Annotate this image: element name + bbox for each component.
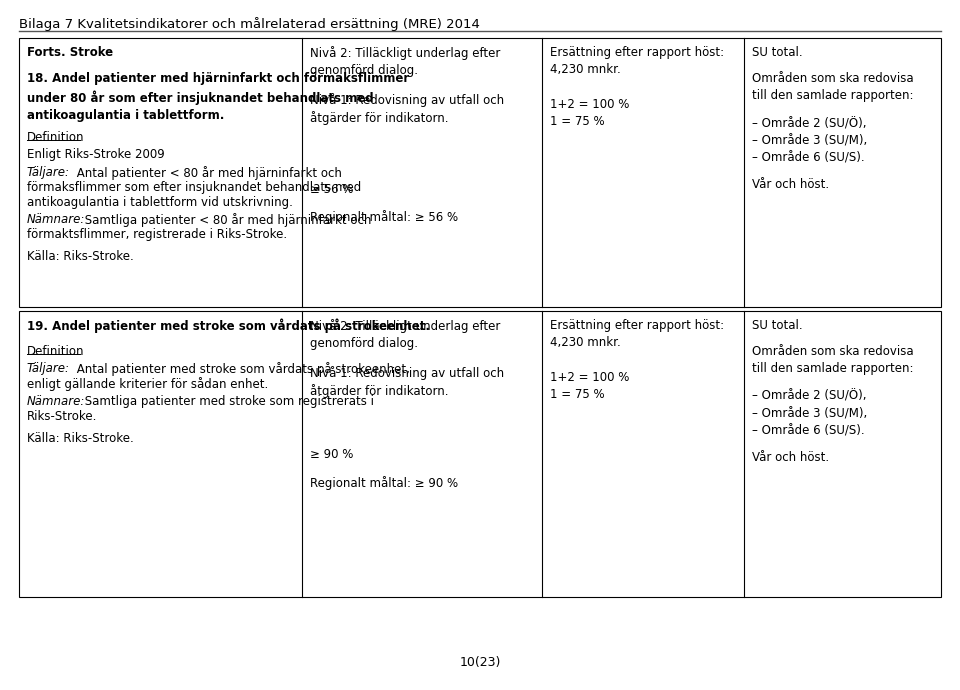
Text: Nivå 1: Redovisning av utfall och
åtgärder för indikatorn.: Nivå 1: Redovisning av utfall och åtgärd… <box>310 93 504 126</box>
Text: Enligt Riks-Stroke 2009: Enligt Riks-Stroke 2009 <box>27 148 164 161</box>
Text: förmaktsflimmer, registrerade i Riks-Stroke.: förmaktsflimmer, registrerade i Riks-Str… <box>27 228 287 242</box>
Text: Samtliga patienter < 80 år med hjärninfarkt och: Samtliga patienter < 80 år med hjärninfa… <box>81 213 371 227</box>
Text: Källa: Riks-Stroke.: Källa: Riks-Stroke. <box>27 432 133 445</box>
Text: ≥ 56 %: ≥ 56 % <box>310 183 353 196</box>
Text: Vår och höst.: Vår och höst. <box>752 178 828 191</box>
Text: ≥ 90 %: ≥ 90 % <box>310 448 353 462</box>
Text: Nivå 2: Tilläckligt underlag efter
genomförd dialog.: Nivå 2: Tilläckligt underlag efter genom… <box>310 46 500 77</box>
Text: Definition: Definition <box>27 131 84 144</box>
Text: Regionalt måltal: ≥ 90 %: Regionalt måltal: ≥ 90 % <box>310 476 458 490</box>
Text: SU total.: SU total. <box>752 46 803 59</box>
Text: – Område 3 (SU/M),: – Område 3 (SU/M), <box>752 135 867 148</box>
Text: Nivå 2: Tilläckligt underlag efter
genomförd dialog.: Nivå 2: Tilläckligt underlag efter genom… <box>310 319 500 350</box>
Text: – Område 3 (SU/M),: – Område 3 (SU/M), <box>752 407 867 420</box>
Bar <box>19 38 941 307</box>
Text: – Område 2 (SU/Ö),: – Område 2 (SU/Ö), <box>752 390 866 403</box>
Text: enligt gällande kriterier för sådan enhet.: enligt gällande kriterier för sådan enhe… <box>27 377 268 391</box>
Text: antikoagulantia i tablettform vid utskrivning.: antikoagulantia i tablettform vid utskri… <box>27 196 293 209</box>
Text: förmaksflimmer som efter insjuknandet behandlats med: förmaksflimmer som efter insjuknandet be… <box>27 181 361 194</box>
Text: 1+2 = 100 %
1 = 75 %: 1+2 = 100 % 1 = 75 % <box>550 98 630 128</box>
Text: – Område 6 (SU/S).: – Område 6 (SU/S). <box>752 424 864 437</box>
Text: Områden som ska redovisa
till den samlade rapporten:: Områden som ska redovisa till den samlad… <box>752 345 913 375</box>
Text: Täljare:: Täljare: <box>27 166 70 179</box>
Text: Forts. Stroke: Forts. Stroke <box>27 46 113 59</box>
Text: 10(23): 10(23) <box>459 656 500 669</box>
Text: Ersättning efter rapport höst:
4,230 mnkr.: Ersättning efter rapport höst: 4,230 mnk… <box>550 319 724 348</box>
Text: Bilaga 7 Kvalitetsindikatorer och målrelaterad ersättning (MRE) 2014: Bilaga 7 Kvalitetsindikatorer och målrel… <box>19 17 480 31</box>
Text: Samtliga patienter med stroke som registrerats i: Samtliga patienter med stroke som regist… <box>81 395 373 408</box>
Text: Källa: Riks-Stroke.: Källa: Riks-Stroke. <box>27 250 133 264</box>
Text: SU total.: SU total. <box>752 319 803 332</box>
Text: Nivå 1: Redovisning av utfall och
åtgärder för indikatorn.: Nivå 1: Redovisning av utfall och åtgärd… <box>310 366 504 398</box>
Text: Ersättning efter rapport höst:
4,230 mnkr.: Ersättning efter rapport höst: 4,230 mnk… <box>550 46 724 76</box>
Text: Definition: Definition <box>27 345 84 358</box>
Text: Regionalt måltal: ≥ 56 %: Regionalt måltal: ≥ 56 % <box>310 210 458 224</box>
Text: Områden som ska redovisa
till den samlade rapporten:: Områden som ska redovisa till den samlad… <box>752 72 913 102</box>
Bar <box>19 310 941 597</box>
Text: Antal patienter med stroke som vårdats på strokeenhet,: Antal patienter med stroke som vårdats p… <box>73 362 410 376</box>
Text: 18. Andel patienter med hjärninfarkt och förmaksflimmer
under 80 år som efter in: 18. Andel patienter med hjärninfarkt och… <box>27 72 409 121</box>
Text: Antal patienter < 80 år med hjärninfarkt och: Antal patienter < 80 år med hjärninfarkt… <box>73 166 342 179</box>
Text: 1+2 = 100 %
1 = 75 %: 1+2 = 100 % 1 = 75 % <box>550 371 630 400</box>
Text: – Område 2 (SU/Ö),: – Område 2 (SU/Ö), <box>752 117 866 130</box>
Text: Riks-Stroke.: Riks-Stroke. <box>27 410 97 423</box>
Text: Nämnare:: Nämnare: <box>27 395 85 408</box>
Text: Täljare:: Täljare: <box>27 362 70 375</box>
Text: 19. Andel patienter med stroke som vårdats på strokeenhet.: 19. Andel patienter med stroke som vårda… <box>27 319 430 333</box>
Text: – Område 6 (SU/S).: – Område 6 (SU/S). <box>752 152 864 165</box>
Text: Nämnare:: Nämnare: <box>27 213 85 226</box>
Text: Vår och höst.: Vår och höst. <box>752 451 828 464</box>
